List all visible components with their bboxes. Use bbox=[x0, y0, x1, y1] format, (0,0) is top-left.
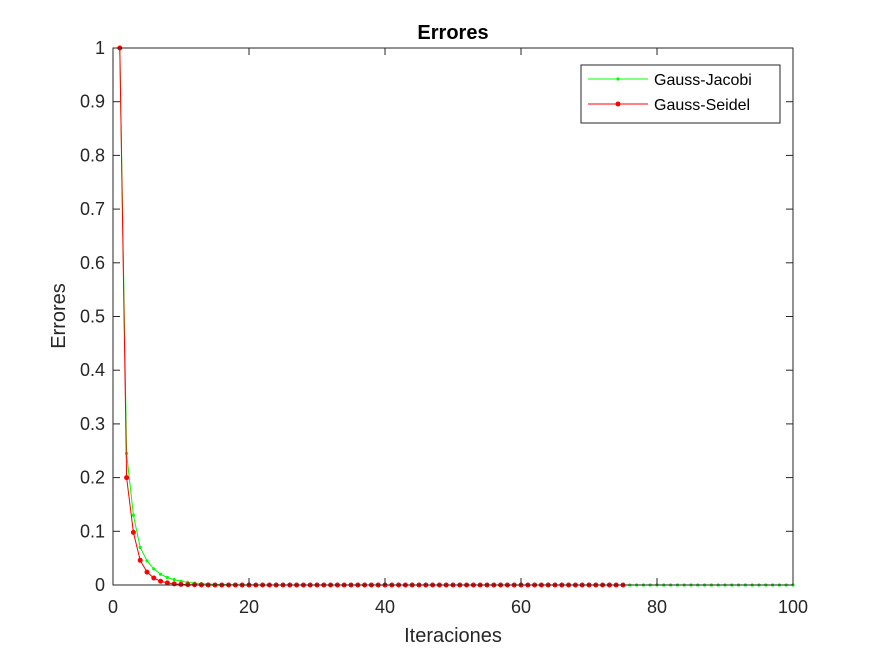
data-point bbox=[171, 581, 177, 587]
data-point bbox=[145, 559, 149, 563]
x-tick-label: 0 bbox=[108, 597, 118, 617]
data-point bbox=[165, 575, 169, 580]
y-tick-label: 0.6 bbox=[80, 253, 105, 273]
data-point bbox=[151, 575, 157, 581]
data-point bbox=[164, 580, 170, 586]
y-tick-label: 0.1 bbox=[80, 521, 105, 541]
x-tick-label: 60 bbox=[511, 597, 531, 617]
x-axis-label: Iteraciones bbox=[404, 625, 502, 647]
legend-box bbox=[580, 64, 781, 124]
y-axis-label: Errores bbox=[48, 283, 70, 349]
y-tick-label: 0.2 bbox=[80, 468, 105, 488]
y-tick-label: 0 bbox=[95, 575, 105, 595]
y-tick-label: 0.9 bbox=[80, 92, 105, 112]
data-point bbox=[159, 572, 163, 576]
data-point bbox=[158, 578, 164, 584]
data-point bbox=[178, 581, 184, 587]
legend-label: Gauss-Jacobi bbox=[654, 72, 752, 89]
x-tick-label: 100 bbox=[778, 597, 808, 617]
x-tick-label: 80 bbox=[647, 597, 667, 617]
x-tick-label: 20 bbox=[239, 597, 259, 617]
data-point bbox=[138, 545, 142, 550]
y-tick-label: 0.7 bbox=[80, 199, 105, 219]
legend-swatch-marker bbox=[615, 101, 621, 107]
data-point bbox=[130, 529, 136, 535]
y-tick-label: 0.3 bbox=[80, 414, 105, 434]
data-point bbox=[131, 513, 135, 517]
y-tick-label: 0.5 bbox=[80, 307, 105, 327]
chart-title: Errores bbox=[417, 22, 488, 44]
data-point bbox=[152, 567, 156, 571]
legend: Gauss-Jacobi Gauss-Seidel bbox=[580, 64, 781, 124]
x-tick-label: 40 bbox=[375, 597, 395, 617]
y-tick-label: 0.8 bbox=[80, 145, 105, 165]
data-point bbox=[144, 569, 150, 575]
legend-swatch-marker bbox=[616, 77, 620, 81]
data-point bbox=[137, 557, 143, 563]
data-point bbox=[124, 475, 130, 481]
data-point bbox=[172, 578, 176, 582]
plot-area bbox=[113, 48, 793, 585]
y-tick-label: 1 bbox=[95, 38, 105, 58]
y-tick-label: 0.4 bbox=[80, 360, 105, 380]
legend-label: Gauss-Seidel bbox=[654, 97, 750, 114]
axes-layer: 0 20 40 60 80 100 0 0.1 0.2 0.3 0.4 0.5 0.6 0.7 0.8 0.9… bbox=[80, 38, 808, 617]
